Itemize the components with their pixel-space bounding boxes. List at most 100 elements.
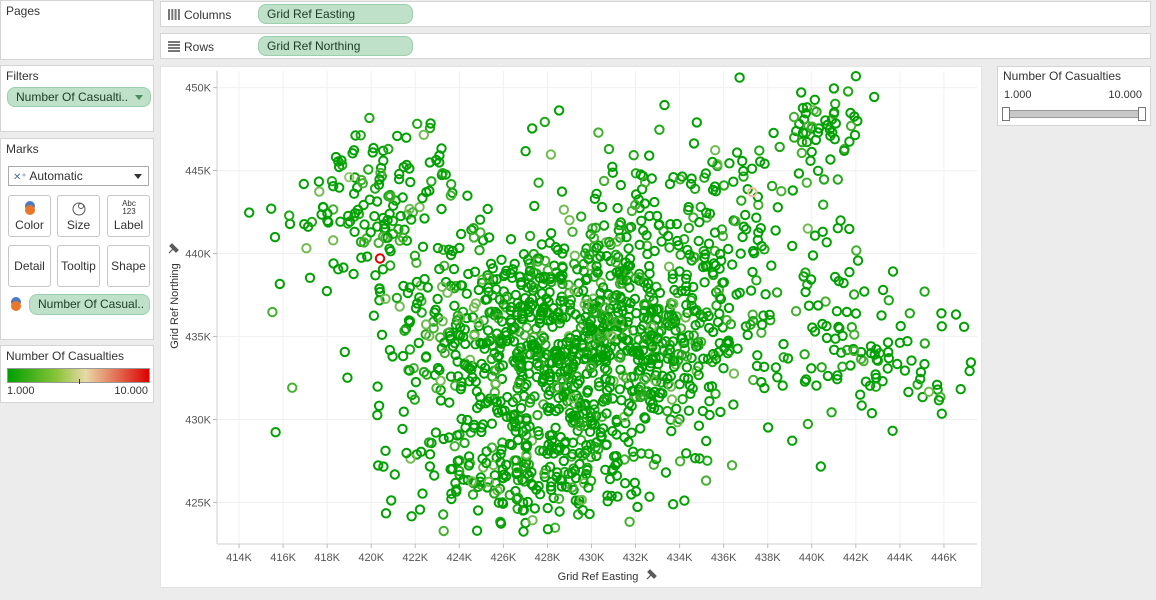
data-point[interactable]: [805, 155, 816, 167]
data-point[interactable]: [674, 456, 686, 467]
data-point[interactable]: [728, 399, 739, 410]
data-point[interactable]: [612, 252, 624, 263]
data-point[interactable]: [496, 338, 507, 349]
data-point[interactable]: [463, 268, 474, 280]
data-point[interactable]: [475, 399, 486, 410]
data-point[interactable]: [644, 150, 655, 161]
data-point[interactable]: [647, 341, 658, 352]
data-point[interactable]: [270, 427, 281, 438]
data-point[interactable]: [667, 499, 679, 510]
data-point[interactable]: [344, 172, 355, 183]
data-point[interactable]: [355, 130, 366, 141]
data-point[interactable]: [397, 232, 409, 244]
data-point[interactable]: [809, 326, 821, 337]
data-point[interactable]: [899, 365, 911, 376]
data-point[interactable]: [374, 286, 386, 298]
data-point[interactable]: [517, 474, 528, 485]
data-point[interactable]: [664, 178, 676, 190]
data-point[interactable]: [883, 295, 894, 306]
data-point[interactable]: [650, 370, 661, 381]
data-point[interactable]: [461, 312, 472, 324]
data-point[interactable]: [671, 218, 682, 230]
data-point[interactable]: [695, 201, 706, 213]
data-point[interactable]: [651, 453, 662, 465]
data-point[interactable]: [802, 418, 814, 430]
data-point[interactable]: [444, 397, 455, 408]
data-point[interactable]: [595, 251, 606, 262]
data-point[interactable]: [759, 244, 770, 255]
data-point[interactable]: [590, 441, 601, 453]
data-point[interactable]: [614, 219, 625, 231]
data-point[interactable]: [522, 282, 533, 293]
data-point[interactable]: [394, 168, 405, 180]
data-point[interactable]: [420, 352, 432, 363]
data-point[interactable]: [860, 376, 872, 387]
data-point[interactable]: [844, 223, 855, 235]
data-point[interactable]: [668, 298, 679, 309]
data-point[interactable]: [364, 112, 375, 124]
data-point[interactable]: [851, 245, 862, 256]
data-point[interactable]: [445, 190, 456, 201]
data-point[interactable]: [820, 115, 831, 126]
data-point[interactable]: [452, 371, 464, 382]
data-point[interactable]: [529, 340, 541, 351]
data-point[interactable]: [581, 440, 592, 451]
data-point[interactable]: [528, 282, 539, 293]
data-point[interactable]: [777, 380, 788, 391]
mark-type-select[interactable]: ✕⁺ Automatic: [8, 166, 149, 186]
data-point[interactable]: [446, 179, 457, 190]
data-point[interactable]: [589, 404, 600, 415]
data-point[interactable]: [709, 181, 721, 192]
data-point[interactable]: [601, 439, 612, 451]
data-point[interactable]: [673, 240, 684, 251]
data-point[interactable]: [564, 299, 576, 310]
data-point[interactable]: [498, 299, 509, 310]
data-point[interactable]: [919, 286, 930, 297]
data-point[interactable]: [604, 473, 616, 485]
data-point[interactable]: [533, 177, 544, 188]
data-point[interactable]: [690, 320, 701, 331]
data-point[interactable]: [572, 378, 584, 389]
data-point[interactable]: [578, 417, 589, 428]
data-point[interactable]: [479, 343, 490, 354]
data-point[interactable]: [681, 362, 693, 373]
data-point[interactable]: [384, 243, 395, 255]
data-point[interactable]: [817, 318, 828, 330]
data-point[interactable]: [915, 367, 927, 378]
data-point[interactable]: [378, 461, 389, 472]
data-point[interactable]: [707, 156, 718, 168]
data-point[interactable]: [414, 504, 426, 515]
data-point[interactable]: [759, 361, 770, 372]
data-point[interactable]: [384, 344, 396, 356]
data-point[interactable]: [585, 452, 597, 463]
data-point[interactable]: [412, 118, 423, 129]
data-point[interactable]: [429, 470, 440, 481]
data-point[interactable]: [284, 218, 296, 230]
data-point[interactable]: [501, 265, 512, 277]
data-point[interactable]: [621, 231, 632, 243]
data-point[interactable]: [574, 400, 585, 411]
data-point[interactable]: [397, 423, 408, 435]
data-point[interactable]: [666, 394, 678, 405]
data-point[interactable]: [635, 423, 646, 434]
data-point[interactable]: [424, 461, 436, 472]
data-point[interactable]: [512, 492, 524, 503]
data-point[interactable]: [710, 353, 722, 365]
data-point[interactable]: [649, 196, 660, 208]
data-point[interactable]: [933, 395, 945, 406]
data-point[interactable]: [923, 386, 935, 397]
data-point[interactable]: [623, 436, 634, 448]
data-point[interactable]: [842, 86, 854, 97]
data-point[interactable]: [391, 292, 403, 304]
data-point[interactable]: [582, 385, 594, 396]
data-point[interactable]: [871, 372, 882, 384]
data-point[interactable]: [471, 525, 483, 536]
data-point[interactable]: [681, 448, 692, 459]
data-point[interactable]: [410, 376, 422, 388]
data-point[interactable]: [612, 457, 623, 468]
data-point[interactable]: [414, 292, 425, 303]
data-point[interactable]: [497, 498, 509, 509]
data-point[interactable]: [372, 381, 383, 392]
data-point[interactable]: [865, 341, 877, 352]
data-point[interactable]: [596, 431, 607, 442]
